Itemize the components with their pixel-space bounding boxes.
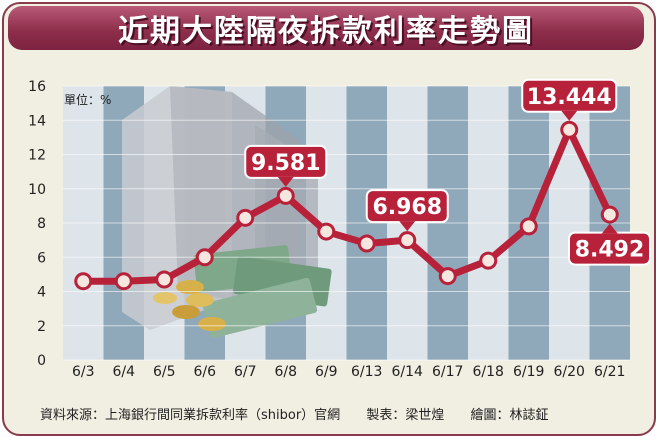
callout-pointer [277, 176, 294, 187]
x-tick-label: 6/21 [594, 364, 625, 380]
x-tick-label: 6/5 [153, 364, 176, 380]
data-callout: 6.968 [365, 189, 449, 232]
data-point-highlight [401, 234, 414, 247]
callout-pointer [399, 221, 416, 232]
y-tick-label: 2 [37, 319, 46, 335]
y-tick-label: 10 [28, 182, 46, 198]
data-callout: 13.444 [521, 78, 618, 121]
x-tick-label: 6/7 [234, 364, 257, 380]
data-point-highlight [279, 189, 292, 202]
x-tick-label: 6/13 [351, 364, 382, 380]
x-tick-label: 6/9 [315, 364, 338, 380]
drawn-by-text: 繪圖：林誌鉦 [470, 408, 549, 423]
y-tick-label: 14 [28, 113, 46, 129]
x-tick-label: 6/18 [473, 364, 504, 380]
x-tick-label: 6/6 [193, 364, 216, 380]
data-point-highlight [522, 220, 535, 233]
data-point-highlight [482, 254, 495, 267]
callout-label: 8.492 [575, 238, 645, 263]
data-point-highlight [158, 273, 171, 286]
chart-title: 近期大陸隔夜拆款利率走勢圖 [118, 14, 534, 49]
y-tick-label: 6 [37, 250, 46, 266]
data-callout: 9.581 [244, 144, 328, 187]
data-point-highlight [239, 211, 252, 224]
data-point-highlight [198, 251, 211, 264]
x-tick-label: 6/14 [392, 364, 424, 380]
x-tick-label: 6/17 [432, 364, 463, 380]
data-callout: 8.492 [568, 223, 651, 266]
data-callouts: 9.581 6.968 13.444 8.492 [244, 78, 651, 266]
y-tick-label: 4 [37, 285, 46, 301]
callout-label: 9.581 [251, 151, 321, 176]
callout-label: 6.968 [372, 195, 442, 220]
y-tick-label: 0 [37, 353, 46, 369]
source-note: 資料來源：上海銀行間同業拆款利率（shibor）官網 製表：梁世煌 繪圖：林誌鉦 [40, 404, 640, 426]
data-points [74, 120, 619, 291]
data-point-highlight [117, 275, 130, 288]
callout-pointer [561, 110, 578, 121]
unit-label: 單位：% [64, 92, 111, 107]
title-banner: 近期大陸隔夜拆款利率走勢圖 [8, 6, 644, 50]
x-tick-label: 6/3 [72, 364, 95, 380]
y-tick-label: 16 [28, 79, 46, 95]
data-point-highlight [563, 123, 576, 136]
data-point-highlight [603, 208, 616, 221]
x-tick-label: 6/20 [554, 364, 585, 380]
data-point-highlight [360, 237, 373, 250]
data-point-highlight [441, 270, 454, 283]
data-point-highlight [77, 275, 90, 288]
callout-label: 13.444 [527, 85, 612, 110]
x-tick-label: 6/19 [513, 364, 544, 380]
y-axis-ticks: 0 2 4 6 8 10 12 14 16 [28, 79, 630, 369]
x-tick-label: 6/4 [112, 364, 135, 380]
callout-pointer [601, 223, 618, 234]
data-point-highlight [320, 225, 333, 238]
x-tick-label: 6/8 [274, 364, 297, 380]
y-tick-label: 8 [37, 216, 46, 232]
y-tick-label: 12 [28, 148, 46, 164]
made-by-text: 製表：梁世煌 [366, 408, 445, 423]
x-axis-ticks: 6/3 6/4 6/5 6/6 6/7 6/8 6/9 6/13 6/14 6/17 6/18 6/1… [72, 364, 625, 380]
source-text: 資料來源：上海銀行間同業拆款利率（shibor）官網 [40, 408, 341, 423]
